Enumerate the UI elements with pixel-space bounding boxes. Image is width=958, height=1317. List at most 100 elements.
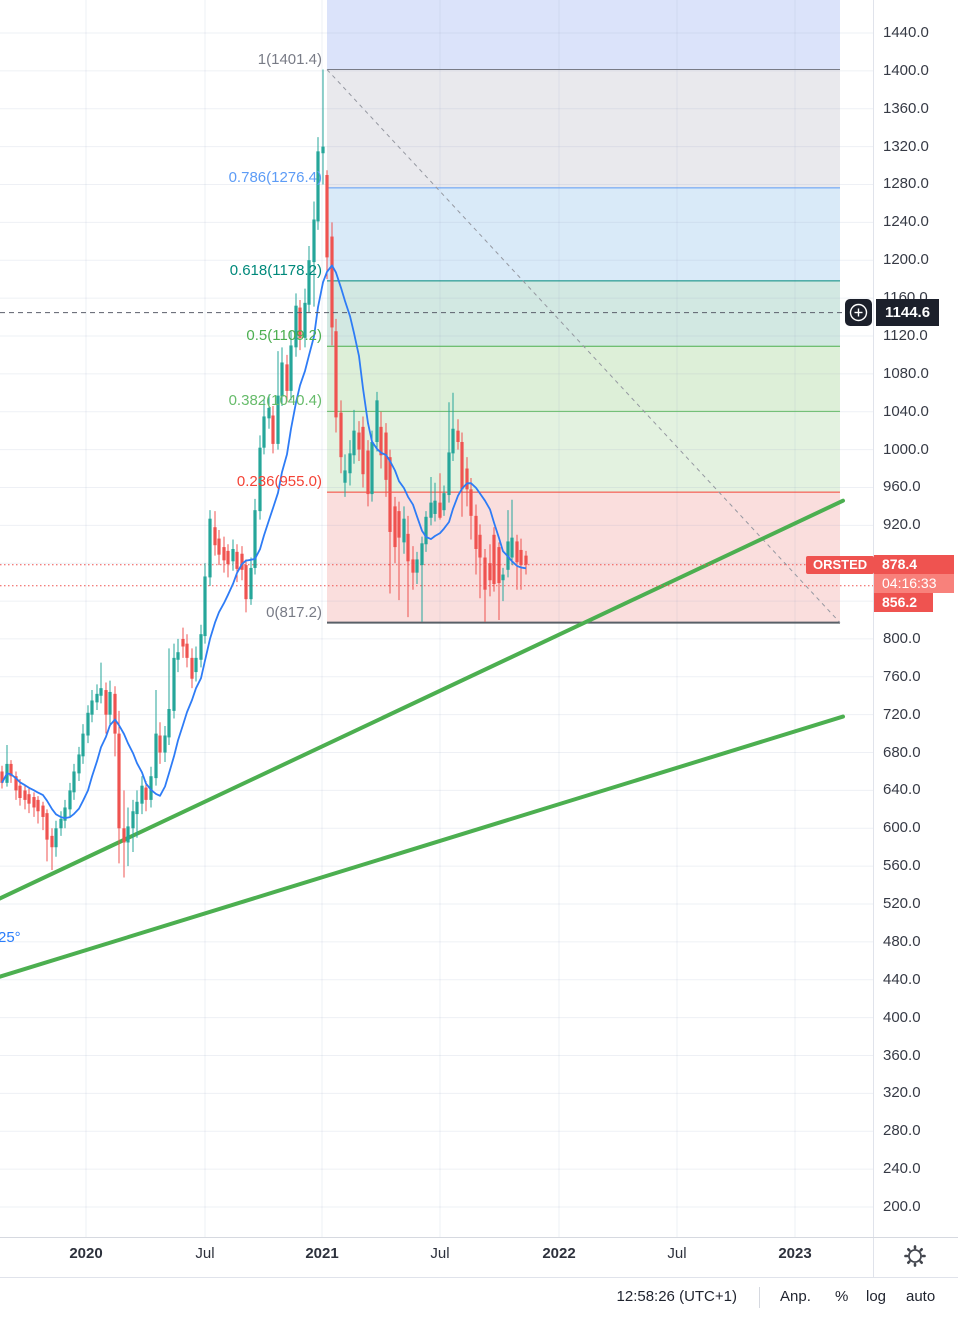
price-tick-label: 320.0 xyxy=(883,1084,921,1102)
price-tick-label: 1120.0 xyxy=(883,326,928,344)
candle-body xyxy=(117,733,121,829)
fib-band xyxy=(327,411,840,493)
price-tick-label: 1400.0 xyxy=(883,61,929,79)
candle-body xyxy=(298,307,302,338)
price-tick-label: 720.0 xyxy=(883,705,921,723)
candle-body xyxy=(366,450,370,495)
candle-body xyxy=(140,785,144,804)
candle-body xyxy=(14,776,18,791)
candle-body xyxy=(307,260,311,305)
fib-band xyxy=(327,0,840,70)
time-axis-label: Jul xyxy=(195,1245,215,1262)
candle-body xyxy=(222,547,226,561)
candle-body xyxy=(45,813,49,840)
gear-icon[interactable] xyxy=(902,1243,928,1269)
candle-body xyxy=(289,345,293,391)
price-tick-label: 200.0 xyxy=(883,1198,921,1215)
candle-body xyxy=(249,567,253,600)
candle-body xyxy=(478,534,482,558)
fib-diagonal-line[interactable] xyxy=(326,69,841,623)
candle-body xyxy=(334,331,338,418)
candle-body xyxy=(515,541,519,563)
candle-body xyxy=(131,811,135,829)
candle-body xyxy=(321,146,325,154)
candle-body xyxy=(388,457,392,532)
candle-body xyxy=(72,771,76,793)
candle-body xyxy=(163,735,167,753)
adjust-button[interactable]: Anp. xyxy=(780,1288,811,1305)
fib-band xyxy=(327,187,840,281)
candle-body xyxy=(63,807,67,821)
candle-body xyxy=(50,835,54,848)
ma-line[interactable] xyxy=(1,264,527,819)
log-scale-button[interactable]: log xyxy=(866,1288,887,1305)
price-tick-label: 400.0 xyxy=(883,1008,921,1026)
candle-body xyxy=(86,712,90,736)
candle-body xyxy=(451,428,455,454)
candle-body xyxy=(231,548,235,562)
price-tick-label: 1200.0 xyxy=(883,251,929,269)
price-tick-label: 920.0 xyxy=(883,516,921,534)
candle-body xyxy=(497,547,501,584)
fib-level-label: 0.236(955.0) xyxy=(236,473,322,491)
candle-body xyxy=(226,550,230,565)
price-chart-canvas[interactable] xyxy=(0,0,958,1237)
candle-body xyxy=(81,733,85,757)
candle-body xyxy=(438,502,442,518)
candle-body xyxy=(420,543,424,566)
candle-body xyxy=(167,708,171,738)
candle-body xyxy=(415,559,419,573)
time-axis[interactable]: 2020 Jul 2021 Jul 2022 Jul 2023 xyxy=(0,1237,958,1278)
price-tick-label: 440.0 xyxy=(883,970,921,988)
price-tick-label: 360.0 xyxy=(883,1046,921,1064)
price-tick-label: 1320.0 xyxy=(883,137,929,155)
candle-body xyxy=(361,426,365,475)
price-tick-label: 520.0 xyxy=(883,895,921,913)
symbol-price-line-badge: ORSTED xyxy=(806,555,875,574)
candle-body xyxy=(77,754,81,774)
trend-line[interactable] xyxy=(0,714,845,979)
candle-body xyxy=(122,828,126,843)
crosshair-price-tag: 1144.6 xyxy=(876,299,940,327)
candle-body xyxy=(135,801,139,815)
candle-body xyxy=(406,533,410,562)
price-tick-label: 1440.0 xyxy=(883,24,929,41)
candle-body xyxy=(68,790,72,810)
status-bar: 12:58:26 (UTC+1) Anp. % log auto xyxy=(0,1277,958,1317)
time-axis-label: 2022 xyxy=(542,1245,576,1262)
price-tick-label: 1240.0 xyxy=(883,213,929,231)
trend-angle-label: 25° xyxy=(0,929,21,946)
candle-body xyxy=(90,700,94,715)
candle-body xyxy=(262,416,266,448)
candle-body xyxy=(154,733,158,779)
candle-body xyxy=(108,691,112,715)
candle-body xyxy=(303,302,307,338)
price-tick-label: 640.0 xyxy=(883,781,921,799)
candle-body xyxy=(343,470,347,483)
candle-body xyxy=(95,693,99,703)
price-tick-label: 1040.0 xyxy=(883,402,929,420)
candle-body xyxy=(357,432,361,450)
candle-body xyxy=(208,518,212,578)
candle-body xyxy=(32,797,36,808)
candle-body xyxy=(185,643,189,658)
clock[interactable]: 12:58:26 (UTC+1) xyxy=(616,1288,737,1305)
candle-body xyxy=(433,500,437,514)
time-axis-label: 2020 xyxy=(69,1245,103,1262)
price-axis[interactable]: 1440.0 1400.0 1360.0 1320.0 1280.0 1240.0 1200… xyxy=(873,0,958,1237)
candle-body xyxy=(424,516,428,545)
candle-body xyxy=(59,818,63,829)
candle-body xyxy=(501,574,505,581)
price-tick-label: 560.0 xyxy=(883,857,921,875)
percent-scale-button[interactable]: % xyxy=(835,1288,849,1305)
candle-body xyxy=(411,559,415,573)
candle-body xyxy=(149,776,153,800)
price-tick-label: 240.0 xyxy=(883,1160,921,1178)
candle-body xyxy=(519,549,523,566)
candle-body xyxy=(330,236,334,328)
candle-body xyxy=(144,787,148,800)
candle-body xyxy=(54,828,58,848)
auto-scale-button[interactable]: auto xyxy=(906,1288,936,1305)
candle-body xyxy=(258,447,262,512)
price-tick-label: 280.0 xyxy=(883,1122,921,1140)
